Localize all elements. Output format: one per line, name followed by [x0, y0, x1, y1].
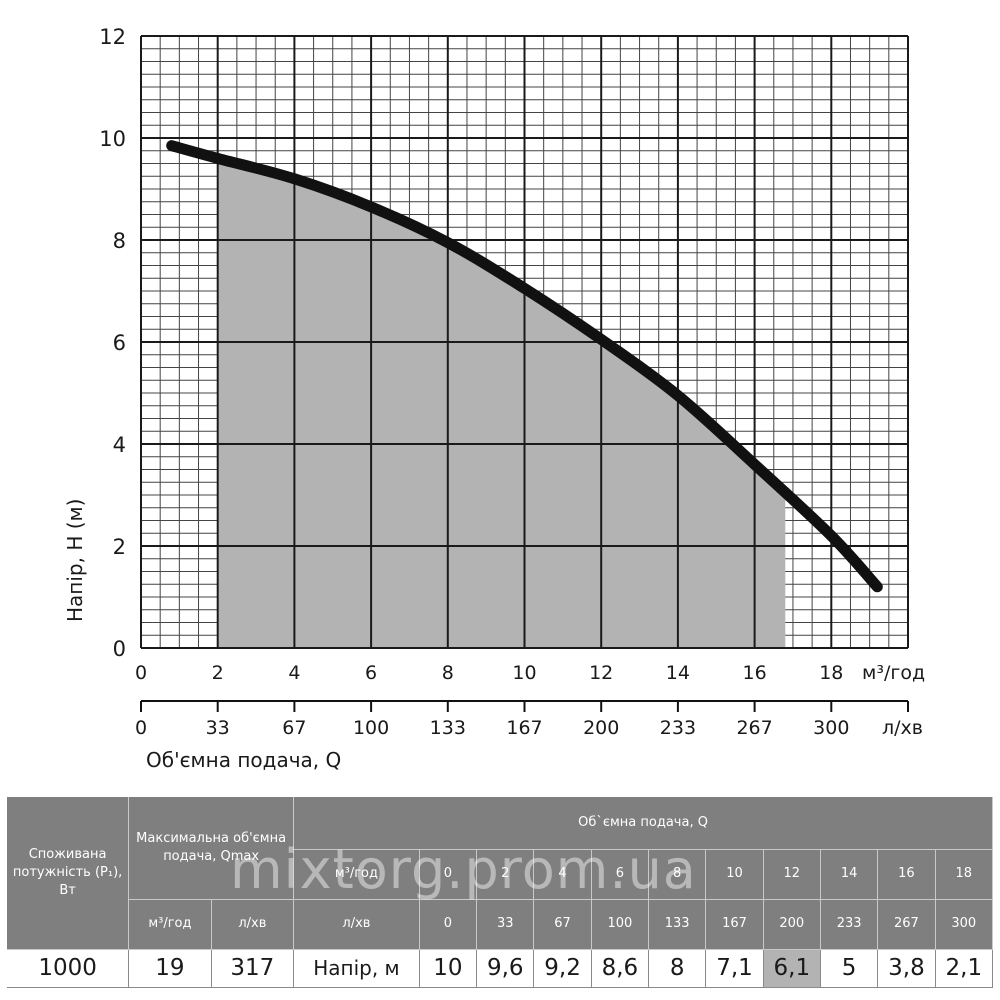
row-m3-label: м³/год	[293, 849, 420, 900]
flow-header: Об`ємна подача, Q	[293, 797, 993, 850]
head-value-cell: 9,2	[533, 949, 592, 988]
x-tick-label-lpm: 133	[430, 717, 466, 739]
flow-l-cell: 33	[476, 899, 535, 950]
head-value-cell: 3,8	[877, 949, 936, 988]
flow-m3-cell: 8	[648, 849, 707, 900]
grid-major	[140, 35, 909, 649]
x-tick-label-lpm: 100	[353, 717, 389, 739]
flow-l-cell: 133	[648, 899, 707, 950]
y-tick-label: 8	[113, 229, 126, 253]
x-unit-lpm: л/хв	[882, 717, 923, 739]
qmax-header: Максимальна об'ємна подача, Qmax	[128, 797, 295, 900]
flow-l-cell: 100	[591, 899, 650, 950]
pump-performance-chart: 0 2 4 6 8 10 12 0 2 4 6 8 10 12 14 16 18 0 33 67 100 133 167…	[63, 25, 925, 772]
row-l-label: л/хв	[293, 899, 420, 950]
flow-m3-cell: 18	[935, 849, 994, 900]
head-value-cell: 8	[648, 949, 707, 988]
x-tick-label-m3h: 10	[512, 662, 536, 684]
y-axis-title: Напір, Н (м)	[63, 499, 87, 622]
qmax-unit-l: л/хв	[211, 899, 295, 950]
x-axis-title: Об'ємна подача, Q	[146, 748, 341, 772]
series-line-head	[166, 140, 883, 593]
head-value-cell: 9,6	[476, 949, 535, 988]
flow-m3-cell: 2	[476, 849, 535, 900]
x-tick-label-lpm: 200	[583, 717, 619, 739]
x-tick-label-lpm: 0	[135, 717, 147, 739]
y-tick-label: 10	[99, 127, 126, 151]
x-tick-label-m3h: 12	[589, 662, 613, 684]
flow-m3-cell: 0	[419, 849, 478, 900]
y-tick-label: 0	[113, 637, 126, 661]
head-value-cell: 6,1	[763, 949, 821, 988]
head-value-cell: 2,1	[935, 949, 994, 988]
y-tick-label: 12	[99, 25, 126, 49]
power-header: Споживана потужність (P₁), Вт	[7, 797, 130, 950]
head-value-cell: 10	[419, 949, 478, 988]
flow-m3-cell: 14	[820, 849, 879, 900]
x-axis-ticks-m3h: 0 2 4 6 8 10 12 14 16 18	[135, 662, 843, 684]
x-tick-label-lpm: 233	[660, 717, 696, 739]
flow-m3-cell: 6	[591, 849, 650, 900]
qmax-unit-m3: м³/год	[128, 899, 212, 950]
flow-l-cell: 0	[419, 899, 478, 950]
flow-l-cell: 300	[935, 899, 994, 950]
head-value-cell: 5	[820, 949, 879, 988]
head-value-cell: 8,6	[591, 949, 650, 988]
flow-m3-cell: 4	[533, 849, 592, 900]
flow-m3-cell: 16	[877, 849, 936, 900]
x-tick-label-m3h: 16	[743, 662, 767, 684]
x-tick-label-m3h: 2	[212, 662, 224, 684]
pump-spec-table: Споживана потужність (P₁), Вт Максимальн…	[7, 797, 994, 988]
x-tick-label-lpm: 167	[506, 717, 542, 739]
x-tick-label-lpm: 67	[282, 717, 306, 739]
x-unit-m3h: м³/год	[862, 662, 925, 684]
x-tick-label-m3h: 18	[819, 662, 843, 684]
qmax-l-value: 317	[211, 949, 295, 988]
x-tick-label-m3h: 14	[666, 662, 690, 684]
flow-l-cell: 167	[705, 899, 764, 950]
power-value: 1000	[7, 949, 130, 988]
x-tick-label-lpm: 33	[206, 717, 230, 739]
flow-m3-cell: 12	[763, 849, 821, 900]
y-tick-label: 6	[113, 331, 126, 355]
y-tick-label: 4	[113, 433, 126, 457]
head-label: Напір, м	[293, 949, 420, 988]
x-tick-label-m3h: 0	[135, 662, 147, 684]
flow-l-cell: 67	[533, 899, 592, 950]
x-tick-label-lpm: 267	[736, 717, 772, 739]
qmax-m3-value: 19	[128, 949, 212, 988]
working-range-area	[217, 158, 786, 648]
x-axis-ticks-lpm: 0 33 67 100 133 167 200 233 267 300	[135, 717, 849, 739]
y-axis-ticks: 0 2 4 6 8 10 12	[99, 25, 126, 661]
flow-l-cell: 267	[877, 899, 936, 950]
flow-l-cell: 233	[820, 899, 879, 950]
x-tick-label-m3h: 4	[288, 662, 300, 684]
x-axis-secondary-tickmarks	[140, 701, 909, 712]
x-tick-label-lpm: 300	[813, 717, 849, 739]
y-tick-label: 2	[113, 535, 126, 559]
x-tick-label-m3h: 8	[442, 662, 454, 684]
head-value-cell: 7,1	[705, 949, 764, 988]
flow-m3-cell: 10	[705, 849, 764, 900]
x-tick-label-m3h: 6	[365, 662, 377, 684]
flow-l-cell: 200	[763, 899, 821, 950]
